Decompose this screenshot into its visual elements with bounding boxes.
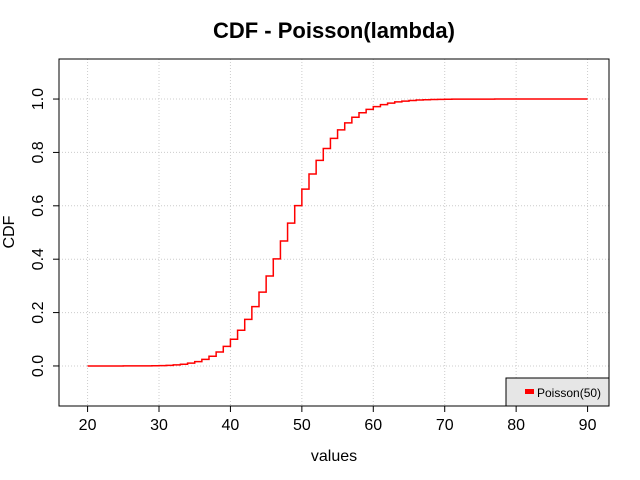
y-tick-label: 0.2 bbox=[30, 301, 47, 323]
grid bbox=[59, 59, 609, 406]
legend-swatch bbox=[525, 389, 534, 394]
y-tick-label: 0.8 bbox=[30, 141, 47, 163]
legend-entry-label: Poisson(50) bbox=[537, 386, 601, 400]
legend: Poisson(50) bbox=[505, 377, 610, 407]
x-axis: 20 30 40 50 60 70 80 90 bbox=[79, 406, 597, 434]
y-axis: 0.0 0.2 0.4 0.6 0.8 1.0 bbox=[30, 88, 59, 377]
x-tick-label: 30 bbox=[150, 417, 168, 434]
y-tick-label: 0.0 bbox=[30, 355, 47, 377]
y-tick-label: 0.6 bbox=[30, 195, 47, 217]
y-axis-label: CDF bbox=[1, 215, 18, 248]
y-tick-label: 0.4 bbox=[30, 248, 47, 270]
plot-frame bbox=[58, 58, 610, 407]
x-tick-label: 20 bbox=[79, 417, 97, 434]
x-tick-label: 60 bbox=[364, 417, 382, 434]
series-step-line bbox=[87, 98, 588, 367]
x-tick-label: 40 bbox=[222, 417, 240, 434]
legend-box bbox=[505, 377, 610, 407]
x-tick-label: 90 bbox=[579, 417, 597, 434]
x-tick-label: 50 bbox=[293, 417, 311, 434]
chart-title: CDF - Poisson(lambda) bbox=[213, 18, 455, 43]
y-tick-label: 1.0 bbox=[30, 88, 47, 110]
x-tick-label: 70 bbox=[436, 417, 454, 434]
x-axis-label: values bbox=[311, 448, 357, 465]
x-tick-label: 80 bbox=[507, 417, 525, 434]
series-layer bbox=[87, 98, 588, 367]
